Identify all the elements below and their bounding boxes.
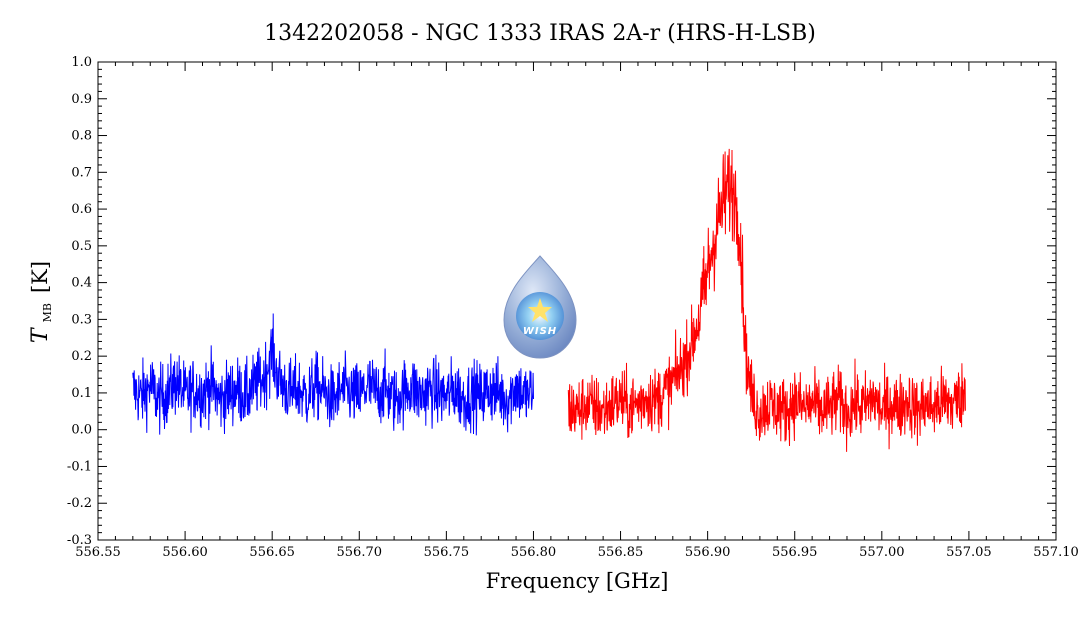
x-tick-label: 556.65 [249,545,295,560]
logo-text: WISH [523,326,557,337]
axis-ticks: 556.55 556.60 556.65 556.70 556.75 556.80 556.… [67,55,1079,560]
chart-title: 1342202058 - NGC 1333 IRAS 2A-r (HRS-H-L… [264,21,816,46]
y-tick-label: 0.0 [71,423,92,438]
y-label-unit: [K] [28,261,52,293]
y-tick-label: 0.6 [71,202,92,217]
x-tick-label: 556.85 [598,545,644,560]
y-tick-label: 0.2 [71,349,92,364]
y-tick-label: 0.8 [71,129,92,144]
y-tick-label: 0.1 [71,386,92,401]
x-tick-label: 556.75 [424,545,470,560]
wish-logo: WISH [503,255,577,359]
x-tick-label: 556.70 [337,545,383,560]
x-tick-label: 556.55 [75,545,121,560]
y-tick-label: -0.3 [67,533,92,548]
x-tick-label: 556.95 [772,545,818,560]
x-tick-label: 557.00 [859,545,905,560]
x-tick-label: 556.90 [685,545,731,560]
y-tick-label: 1.0 [71,55,92,70]
series-line-1 [132,313,534,436]
y-tick-label: 0.7 [71,165,92,180]
y-tick-label: -0.1 [67,459,92,474]
x-tick-label: 557.05 [946,545,992,560]
y-label-symbol: T [28,326,53,343]
x-tick-label: 556.60 [162,545,208,560]
y-axis-label: T MB [K] [28,261,55,343]
y-tick-label: 0.3 [71,312,92,327]
y-tick-label: 0.5 [71,239,92,254]
x-tick-label: 556.80 [511,545,557,560]
x-tick-label: 557.10 [1033,545,1079,560]
series-line-2 [567,148,966,452]
y-label-subscript: MB [41,303,54,322]
x-axis-label: Frequency [GHz] [486,569,669,593]
data-series [132,148,966,452]
y-tick-label: 0.9 [71,92,92,107]
svg-text:T MB [K]: T MB [K] [28,261,55,343]
plot-frame [97,61,1057,541]
y-tick-label: -0.2 [67,496,92,511]
y-tick-label: 0.4 [71,276,92,291]
star-icon [528,298,552,322]
